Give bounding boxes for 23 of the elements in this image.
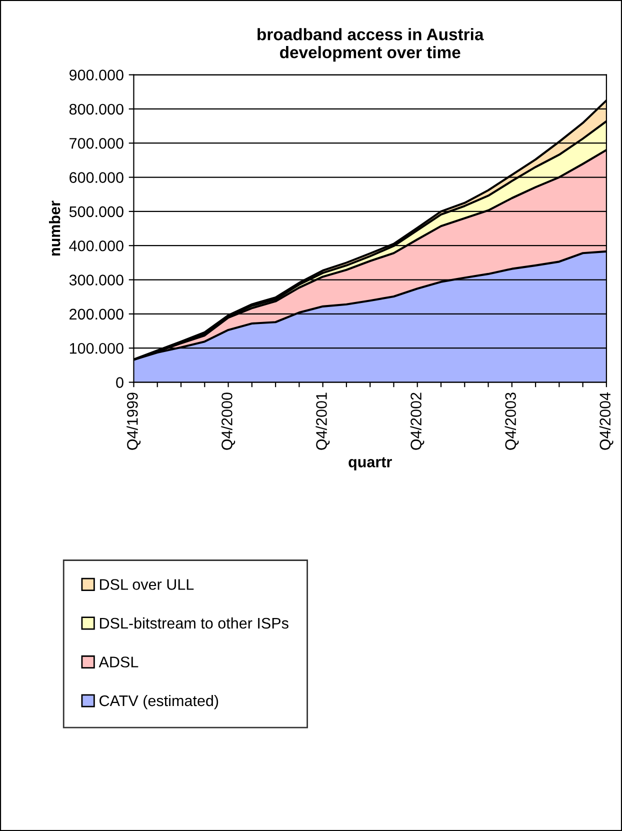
x-axis-title: quartr <box>348 457 392 470</box>
y-tick-label: 0 <box>116 377 124 388</box>
x-tick-label: Q4/1999 <box>126 392 141 450</box>
y-axis-title: number <box>48 200 60 256</box>
x-tick-label: Q4/2003 <box>504 392 519 450</box>
chart-title: broadband access in Austria development over time <box>258 28 484 62</box>
y-tick-label: 700.000 <box>70 138 124 149</box>
y-tick-label: 900.000 <box>70 70 124 80</box>
legend-label: DSL over ULL <box>100 579 194 590</box>
x-tick-label: Q4/2001 <box>316 392 330 450</box>
x-tick-label: Q4/2000 <box>221 392 236 450</box>
y-tick-label: 600.000 <box>70 172 124 183</box>
x-tick-label: Q4/2004 <box>599 392 614 450</box>
legend-label: CATV (estimated) <box>100 694 218 710</box>
y-tick-label: 300.000 <box>69 274 124 286</box>
y-tick-label: 100.000 <box>70 342 124 354</box>
y-tick-label: 500.000 <box>69 206 124 218</box>
legend-label: DSL-bitstream to other ISPs <box>100 617 288 629</box>
legend-label: ADSL <box>98 656 138 668</box>
y-tick-label: 400.000 <box>69 240 124 252</box>
y-tick-label: 800.000 <box>69 104 124 115</box>
y-tick-label: 200.000 <box>70 308 124 320</box>
x-tick-label: Q4/2002 <box>410 392 424 450</box>
